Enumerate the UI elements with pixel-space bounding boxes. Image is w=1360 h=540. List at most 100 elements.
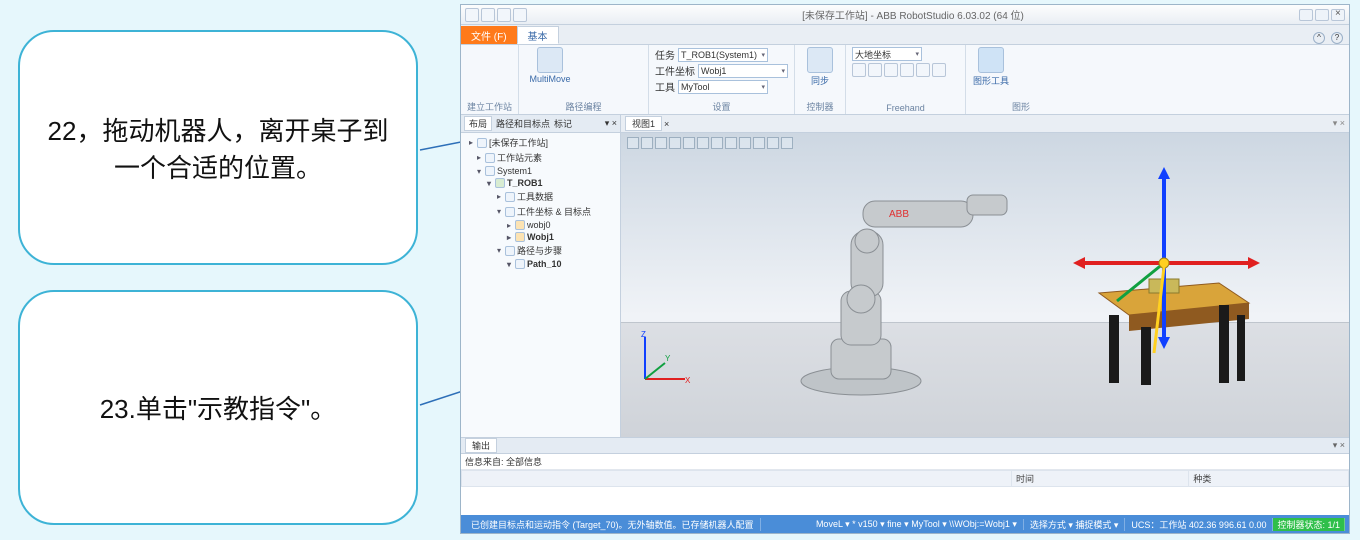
svg-text:Z: Z [641,330,646,339]
abb-logo: ABB [889,209,909,220]
freehand-jog-icon[interactable] [884,63,898,77]
folder-icon [505,246,515,256]
ribbon-group-freehand: 大地坐标▾ Freehand [846,45,966,114]
output-tab[interactable]: 输出 [465,438,497,453]
svg-text:Y: Y [665,354,671,363]
maximize-button[interactable] [1315,9,1329,21]
vp-tool-icon[interactable] [655,137,667,149]
group-label: 图形 [972,99,1070,114]
quick-access-toolbar [465,8,527,22]
view-tab[interactable]: 视图1 [625,116,662,131]
multimove-icon [537,47,563,73]
status-controller: 控制器状态: 1/1 [1273,518,1345,531]
sync-icon [807,47,833,73]
file-tab[interactable]: 文件 (F) [461,26,517,44]
group-label: 设置 [655,99,788,114]
view-close-icon[interactable]: × [664,119,669,129]
vp-tool-icon[interactable] [767,137,779,149]
vp-tool-icon[interactable] [669,137,681,149]
group-label: Freehand [852,102,959,114]
task-label: 任务 [655,47,675,62]
vp-tool-icon[interactable] [641,137,653,149]
task-dropdown[interactable]: T_ROB1(System1)▾ [678,48,768,62]
workspace: 布局 路径和目标点 标记 ▾ × ▸[未保存工作站] ▸工作站元素 ▾Syste… [461,115,1349,437]
qat-save-icon[interactable] [465,8,479,22]
tool-label: 工具 [655,79,675,94]
col-message[interactable] [462,471,1012,487]
qat-more-icon[interactable] [513,8,527,22]
station-icon [477,138,487,148]
app-window: [未保存工作站] - ABB RobotStudio 6.03.02 (64 位… [460,4,1350,534]
status-move-settings[interactable]: MoveL ▾ * v150 ▾ fine ▾ MyTool ▾ \\WObj:… [810,519,1024,530]
help-icon[interactable]: ? [1331,32,1343,44]
freehand-move-icon[interactable] [852,63,866,77]
work-table[interactable] [1089,253,1259,393]
annotation-text: 22，拖动机器人，离开桌子到一个合适的位置。 [44,111,392,185]
vp-tool-icon[interactable] [739,137,751,149]
system-icon [485,166,495,176]
wobj-icon [515,220,525,230]
folder-icon [505,207,515,217]
col-time[interactable]: 时间 [1011,471,1188,487]
ribbon-minimize-icon[interactable]: ^ [1313,32,1325,44]
folder-icon [505,192,515,202]
multimove-button[interactable]: MultiMove [531,47,569,84]
gfx-tool-button[interactable]: 图形工具 [972,47,1010,87]
layout-panel: 布局 路径和目标点 标记 ▾ × ▸[未保存工作站] ▸工作站元素 ▾Syste… [461,115,621,437]
tree-view[interactable]: ▸[未保存工作站] ▸工作站元素 ▾System1 ▾T_ROB1 ▸工具数据 … [461,133,620,437]
status-select-mode[interactable]: 选择方式 ▾ 捕捉模式 ▾ [1024,518,1126,531]
group-label: 路径编程 [525,99,642,114]
freehand-reorient-icon[interactable] [916,63,930,77]
panel-tab-paths[interactable]: 路径和目标点 [496,117,550,130]
output-filter[interactable]: 信息来自: 全部信息 [465,455,542,468]
wobj-dropdown[interactable]: Wobj1▾ [698,64,788,78]
group-label: 控制器 [801,99,839,114]
freehand-linear-icon[interactable] [900,63,914,77]
col-kind[interactable]: 种类 [1189,471,1349,487]
ribbon-tab-0[interactable]: 基本 [517,26,559,44]
panel-tab-layout[interactable]: 布局 [464,116,492,131]
output-panel: 输出 ▾ × 信息来自: 全部信息 时间 种类 [461,437,1349,515]
sync-button[interactable]: 同步 [801,47,839,87]
eye-icon [978,47,1004,73]
vp-tool-icon[interactable] [753,137,765,149]
freehand-rotate-icon[interactable] [868,63,882,77]
title-bar: [未保存工作站] - ABB RobotStudio 6.03.02 (64 位… [461,5,1349,25]
close-button[interactable] [1331,9,1345,21]
path-icon [515,259,525,269]
freehand-multi-icon[interactable] [932,63,946,77]
ribbon-group-sync: 同步 控制器 [795,45,846,114]
qat-undo-icon[interactable] [481,8,495,22]
minimize-button[interactable] [1299,9,1313,21]
ribbon-group-path: MultiMove 路径编程 [519,45,649,114]
qat-redo-icon[interactable] [497,8,511,22]
group-label: 建立工作站 [467,99,512,114]
svg-text:X: X [685,376,691,385]
robot-model[interactable]: ABB [771,171,1031,401]
vp-tool-icon[interactable] [627,137,639,149]
annotation-note-1: 22，拖动机器人，离开桌子到一个合适的位置。 [18,30,418,265]
folder-icon [485,153,495,163]
vp-tool-icon[interactable] [683,137,695,149]
output-table[interactable]: 时间 种类 [461,470,1349,515]
viewport-3d[interactable]: ABB [621,133,1349,437]
viewport-toolbar [627,137,793,149]
ribbon-tabs: 文件 (F) 基本 ^ ? [461,25,1349,45]
ribbon: 建立工作站 MultiMove 路径编程 任务T_ROB1(System1)▾ … [461,45,1349,115]
vp-tool-icon[interactable] [711,137,723,149]
status-bar: 已创建目标点和运动指令 (Target_70)。无外轴数值。已存储机器人配置 M… [461,515,1349,533]
status-message: 已创建目标点和运动指令 (Target_70)。无外轴数值。已存储机器人配置 [465,518,761,531]
ribbon-group-gfx: 图形工具 图形 [966,45,1076,114]
output-pin-icon[interactable]: ▾ × [1333,440,1345,451]
tool-dropdown[interactable]: MyTool▾ [678,80,768,94]
vp-tool-icon[interactable] [697,137,709,149]
wobj-icon [515,232,525,242]
ribbon-group-settings: 任务T_ROB1(System1)▾ 工件坐标Wobj1▾ 工具MyTool▾ … [649,45,795,114]
view-dropdown-icon[interactable]: ▾ × [1333,118,1345,129]
annotation-note-2: 23.单击"示教指令"。 [18,290,418,525]
pin-icon[interactable]: ▾ × [605,118,617,129]
panel-tab-markers[interactable]: 标记 [554,117,572,130]
vp-tool-icon[interactable] [781,137,793,149]
vp-tool-icon[interactable] [725,137,737,149]
coord-dropdown[interactable]: 大地坐标▾ [852,47,922,61]
